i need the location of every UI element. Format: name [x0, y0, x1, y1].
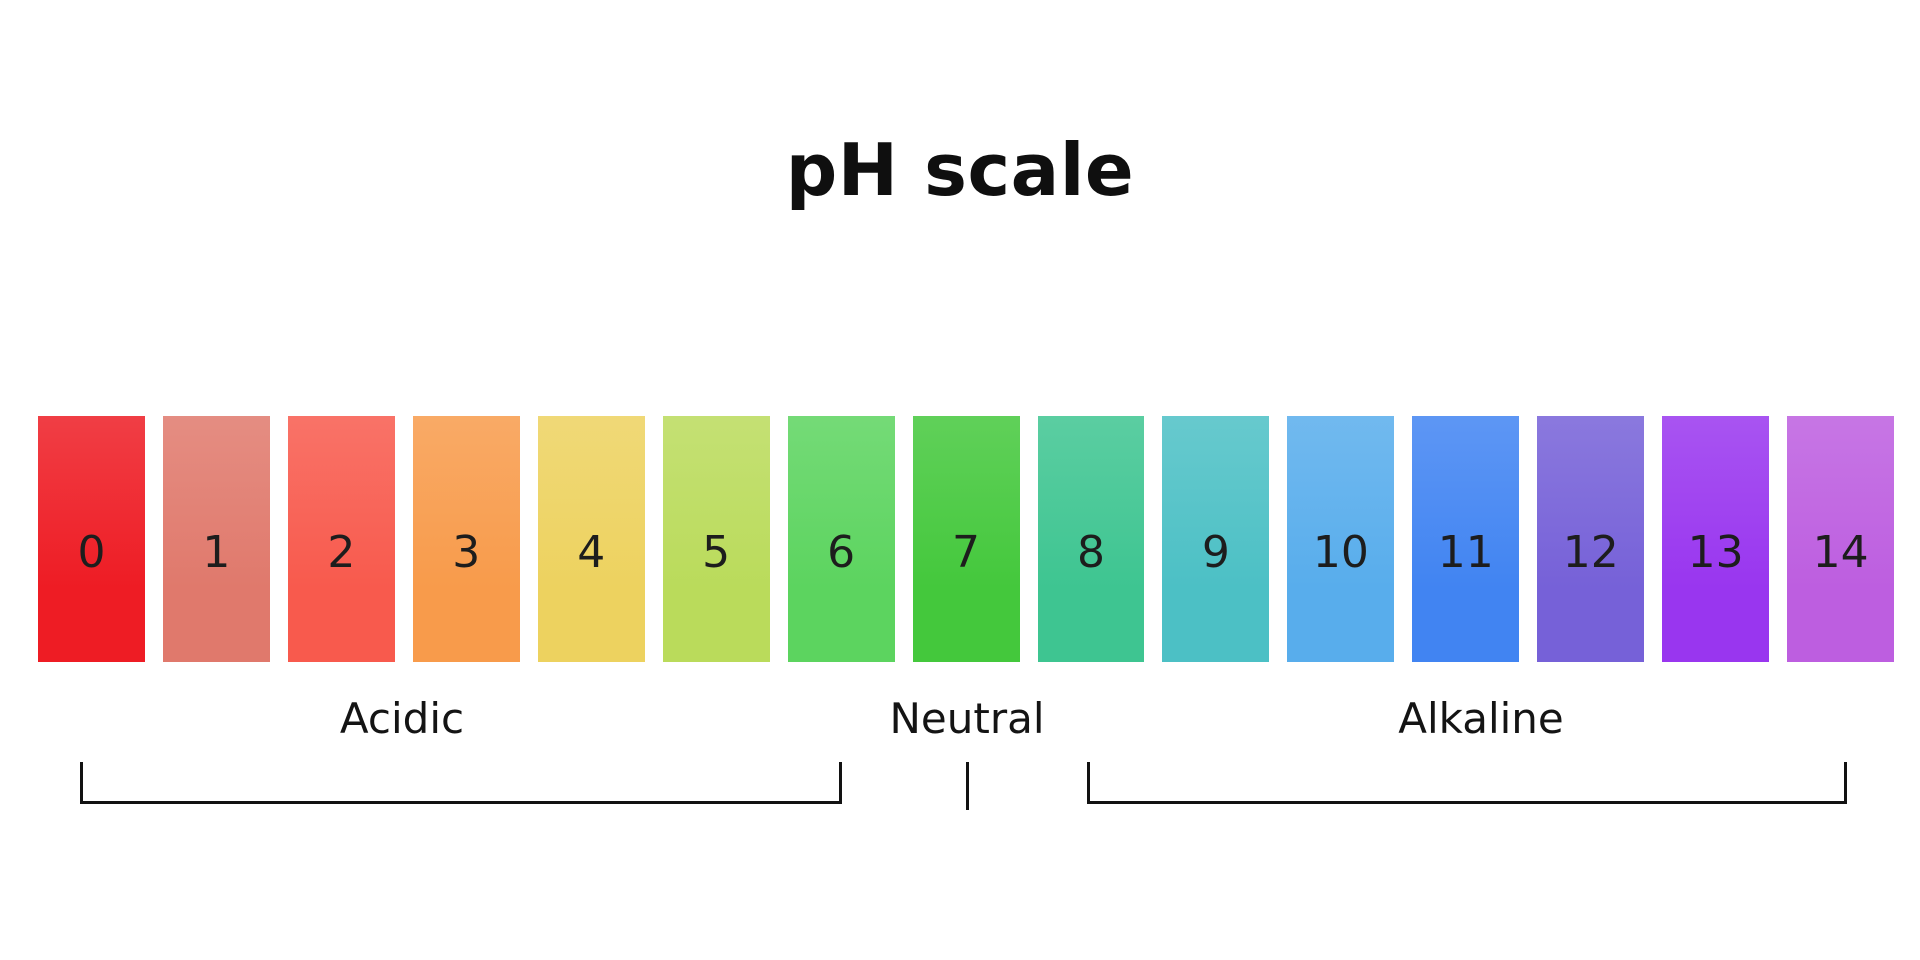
ph-value-label: 11: [1437, 526, 1494, 578]
ph-value-label: 1: [202, 526, 231, 578]
neutral-label: Neutral: [889, 694, 1045, 743]
ph-value-label: 2: [327, 526, 356, 578]
ph-segment-0: 0: [38, 416, 145, 662]
alkaline-range-bracket: [1087, 762, 1847, 804]
ph-segment-5: 5: [662, 416, 770, 662]
ph-segment-4: 4: [537, 416, 645, 662]
ph-value-label: 3: [452, 526, 481, 578]
ph-segment-3: 3: [412, 416, 520, 662]
ph-value-label: 9: [1201, 526, 1230, 578]
ph-segment-13: 13: [1662, 416, 1770, 662]
ph-value-label: 5: [702, 526, 731, 578]
ph-bar-row: 0 1 2 3 4 5 6 7 8 9 10 11 12 13 14: [38, 416, 1895, 662]
ph-segment-6: 6: [787, 416, 895, 662]
ph-value-label: 4: [577, 526, 606, 578]
ph-segment-8: 8: [1037, 416, 1145, 662]
ph-value-label: 6: [827, 526, 856, 578]
neutral-tick: [966, 762, 969, 810]
ph-segment-2: 2: [287, 416, 395, 662]
ph-segment-1: 1: [162, 416, 270, 662]
alkaline-label: Alkaline: [1398, 694, 1564, 743]
ph-segment-14: 14: [1787, 416, 1895, 662]
ph-segment-12: 12: [1537, 416, 1645, 662]
ph-value-label: 7: [952, 526, 981, 578]
ph-segment-10: 10: [1287, 416, 1395, 662]
diagram-title: pH scale: [785, 128, 1135, 212]
acidic-label: Acidic: [339, 694, 465, 743]
ph-value-label: 0: [77, 526, 106, 578]
ph-value-label: 10: [1312, 526, 1369, 578]
ph-value-label: 14: [1812, 526, 1869, 578]
ph-value-label: 12: [1562, 526, 1619, 578]
acidic-range-bracket: [80, 762, 842, 804]
ph-segment-11: 11: [1412, 416, 1520, 662]
ph-segment-7: 7: [912, 416, 1020, 662]
ph-value-label: 8: [1076, 526, 1105, 578]
ph-segment-9: 9: [1162, 416, 1270, 662]
ph-value-label: 13: [1687, 526, 1744, 578]
